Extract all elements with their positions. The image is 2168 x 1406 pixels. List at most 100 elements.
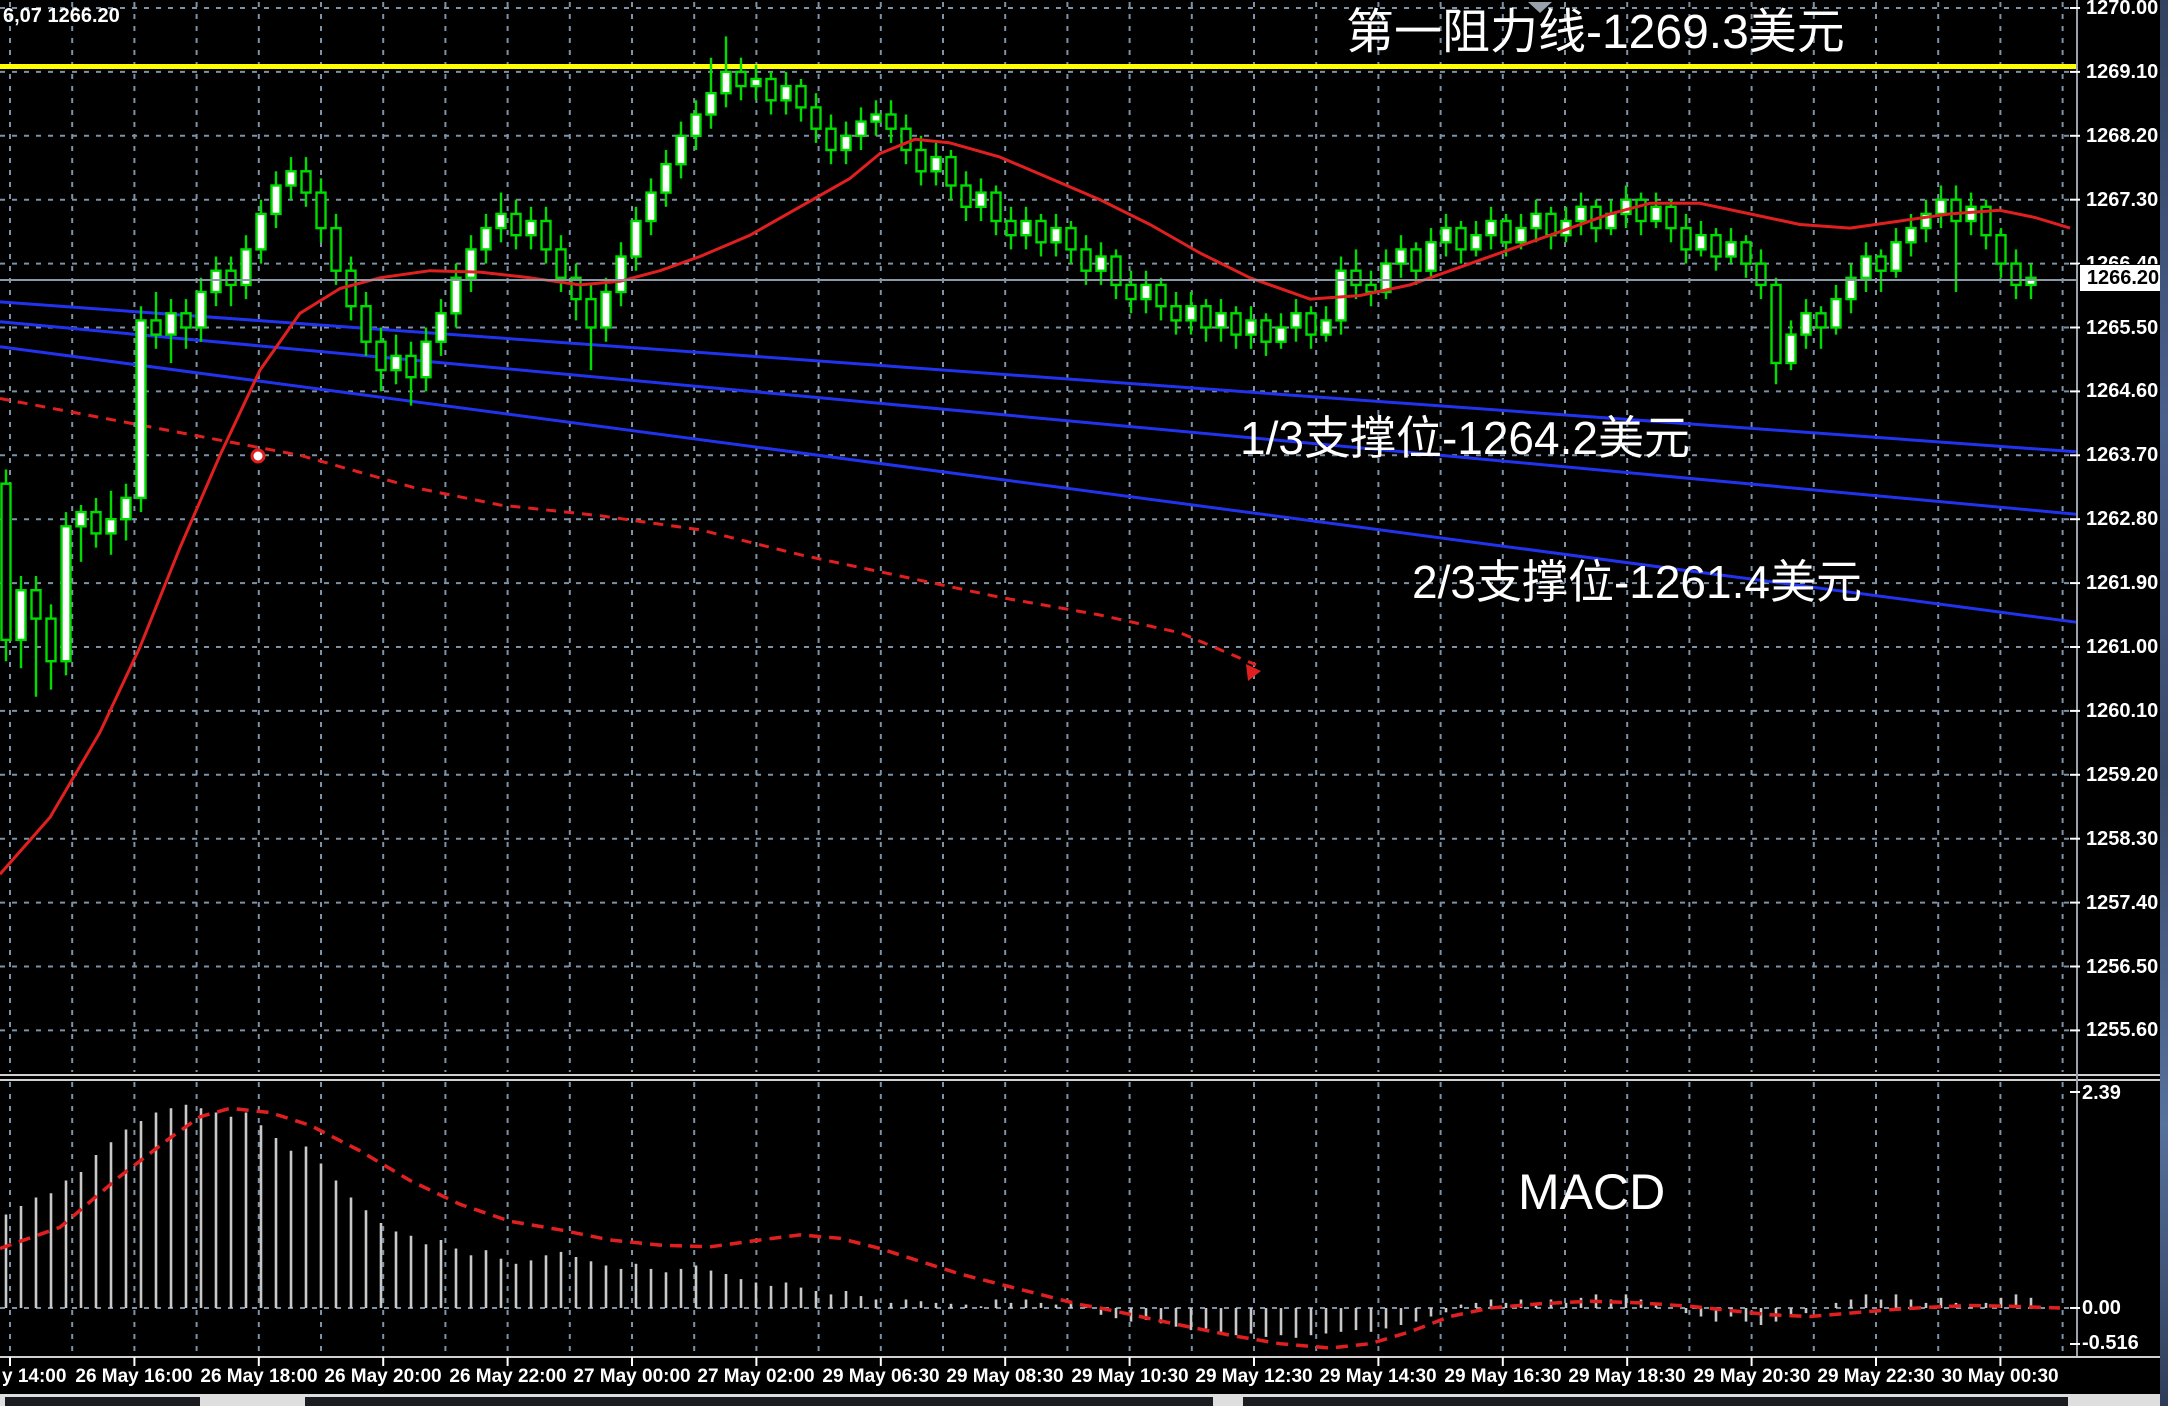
candle-body [1500, 219, 1512, 244]
candle-body [1995, 233, 2007, 265]
candle-body [1785, 333, 1797, 365]
candle-body [1125, 283, 1137, 301]
ohlc-info-overlay: 6,07 1266.20 [3, 5, 120, 27]
price-tick-label: 1263.70 [2086, 444, 2159, 466]
support2-annotation: 2/3支撑位-1261.4美元 [1412, 556, 1862, 608]
candle-body [1290, 312, 1302, 329]
taskbar-segment[interactable] [5, 1397, 200, 1406]
candle-body [1515, 226, 1527, 244]
time-tick-label: 27 May 00:00 [573, 1366, 691, 1387]
candle-body [735, 70, 747, 88]
candle-body [510, 212, 522, 237]
candle-body [300, 170, 312, 194]
ma-dashed-line [0, 397, 1257, 667]
candle-body [90, 510, 102, 535]
candle-body [645, 191, 657, 223]
time-tick-label: 27 May 02:00 [697, 1366, 815, 1387]
candle-body [270, 184, 282, 216]
candle-body [765, 77, 777, 102]
fibonacci-fan-line [0, 300, 2077, 454]
candle-body [1245, 319, 1257, 336]
candle-body [675, 134, 687, 166]
time-tick-label: 29 May 10:30 [1071, 1366, 1189, 1387]
price-axis-border [2076, 0, 2078, 1356]
macd-tick-label: 2.39 [2082, 1082, 2121, 1104]
time-tick-label: 29 May 06:30 [822, 1366, 940, 1387]
candle-body [105, 518, 117, 535]
candle-body [705, 91, 717, 116]
candle-body [915, 148, 927, 173]
candle-body [1950, 198, 1962, 223]
price-tick-label: 1261.00 [2086, 636, 2159, 658]
candle-body [165, 312, 177, 336]
candle-body [330, 226, 342, 272]
candle-body [315, 191, 327, 230]
taskbar-strip[interactable] [0, 1394, 2168, 1406]
price-tick-label: 1265.50 [2086, 317, 2159, 339]
candle-body [30, 589, 42, 620]
price-tick-label: 1257.40 [2086, 892, 2159, 914]
price-tick-label: 1255.60 [2086, 1019, 2159, 1041]
time-tick-label: y 14:00 [2, 1366, 67, 1387]
candle-body [1530, 212, 1542, 230]
candle-body [1440, 226, 1452, 244]
candle-body [840, 134, 852, 152]
candle-body [1455, 226, 1467, 251]
price-tick-label: 1262.80 [2086, 508, 2159, 530]
candle-body [825, 127, 837, 152]
candle-body [1020, 219, 1032, 237]
candle-body [465, 248, 477, 279]
price-tick-label: 1268.20 [2086, 125, 2159, 147]
candle-body [1185, 305, 1197, 322]
candle-body [1920, 212, 1932, 230]
candle-body [120, 496, 132, 521]
price-tick-label: 1258.30 [2086, 828, 2159, 850]
price-tick-label: 1269.10 [2086, 61, 2159, 83]
candle-body [1410, 248, 1422, 272]
panel-separator [0, 1079, 2168, 1081]
macd-signal-line [0, 1106, 2061, 1350]
time-tick-label: 26 May 18:00 [200, 1366, 318, 1387]
candle-body [1890, 241, 1902, 272]
candle-body [1380, 262, 1392, 294]
candle-body [810, 106, 822, 130]
candle-body [690, 113, 702, 137]
taskbar-segment[interactable] [1243, 1397, 2068, 1406]
candle-body [180, 312, 192, 329]
candle-body [1620, 198, 1632, 216]
candle-body [960, 184, 972, 208]
candle-body [1545, 212, 1557, 237]
candle-body [1230, 312, 1242, 336]
candle-body [435, 312, 447, 343]
candle-body [2025, 276, 2037, 287]
time-tick-label: 29 May 14:30 [1319, 1366, 1437, 1387]
candle-body [495, 212, 507, 230]
taskbar-segment[interactable] [305, 1397, 1213, 1406]
candle-body [1095, 255, 1107, 272]
price-tick-label: 1267.30 [2086, 189, 2159, 211]
candle-body [2010, 262, 2022, 287]
price-tick-label: 1256.50 [2086, 956, 2159, 978]
candle-body [1740, 241, 1752, 265]
candle-body [1155, 283, 1167, 308]
ma-signal-marker [250, 448, 266, 464]
candle-body [1080, 248, 1092, 272]
macd-tick-label: 0.00 [2082, 1297, 2121, 1319]
candle-body [1215, 312, 1227, 329]
candle-body [855, 120, 867, 137]
candle-body [420, 340, 432, 379]
candle-body [720, 70, 732, 95]
support1-annotation: 1/3支撑位-1264.2美元 [1240, 412, 1690, 464]
candle-body [885, 113, 897, 130]
price-tick-label: 1261.90 [2086, 572, 2159, 594]
fibonacci-fan-line [0, 345, 2077, 624]
candle-body [585, 297, 597, 329]
time-tick-label: 29 May 16:30 [1444, 1366, 1562, 1387]
candle-body [1665, 205, 1677, 230]
candle-body [975, 191, 987, 209]
fib-label-618: 61.8 [1233, 368, 1267, 387]
candle-body [1680, 226, 1692, 251]
candle-body [795, 84, 807, 109]
